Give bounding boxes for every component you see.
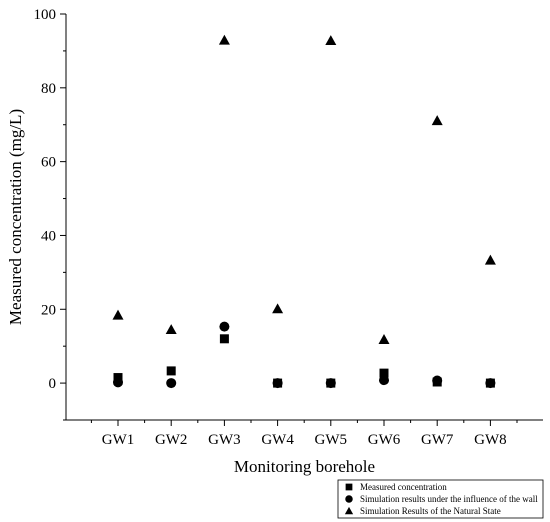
y-tick-label: 0 [49, 376, 57, 392]
x-tick-label: GW8 [474, 432, 507, 448]
point-triangle-gw7 [431, 115, 443, 126]
legend-marker-circle [345, 495, 353, 503]
point-square-gw2 [166, 366, 176, 376]
y-tick-label: 60 [41, 155, 56, 171]
point-circle-gw6 [379, 375, 389, 386]
data-points [112, 34, 496, 389]
x-tick-label: GW6 [368, 432, 401, 448]
point-square-gw6 [379, 368, 389, 378]
point-circle-gw1 [113, 377, 123, 388]
point-triangle-gw8 [484, 254, 496, 265]
point-circle-gw4 [272, 378, 283, 389]
x-ticks: GW1 GW2 GW3 GW4 GW5 GW6 GW7 GW8 [90, 420, 518, 448]
legend-marker-triangle [344, 506, 354, 515]
y-ticks: 0 20 40 60 80 100 [34, 7, 66, 421]
point-triangle-gw6 [378, 334, 390, 344]
y-tick-label: 20 [41, 302, 56, 318]
point-circle-gw2 [166, 378, 177, 389]
x-tick-label: GW2 [155, 432, 188, 448]
point-triangle-gw3 [218, 34, 230, 45]
point-triangle-gw5 [325, 35, 337, 45]
x-tick-label: GW3 [208, 432, 241, 448]
y-axis-title: Measured concentration (mg/L) [6, 109, 25, 325]
y-tick-label: 100 [34, 7, 57, 23]
legend-marker-square [345, 483, 353, 491]
point-triangle-gw1 [112, 309, 124, 320]
legend: Measured concentration Simulation results… [337, 479, 544, 519]
point-triangle-gw4 [272, 303, 284, 314]
legend-label: Measured concentration [360, 482, 447, 492]
x-tick-label: GW7 [421, 432, 454, 448]
y-tick-label: 40 [41, 228, 56, 244]
y-tick-label: 80 [41, 81, 56, 97]
legend-label: Simulation results under the influence o… [360, 494, 538, 504]
x-axis-title: Monitoring borehole [234, 457, 375, 476]
point-circle-gw7 [432, 375, 443, 386]
point-circle-gw3 [219, 321, 230, 332]
axes [65, 14, 543, 421]
point-triangle-gw2 [165, 324, 177, 334]
legend-label: Simulation Results of the Natural State [360, 506, 501, 516]
point-square-gw3 [219, 334, 229, 344]
x-tick-label: GW1 [102, 432, 135, 448]
point-circle-gw8 [485, 378, 496, 389]
x-tick-label: GW4 [261, 432, 294, 448]
x-tick-label: GW5 [315, 432, 348, 448]
point-circle-gw5 [325, 378, 336, 389]
legend-box [337, 479, 544, 519]
